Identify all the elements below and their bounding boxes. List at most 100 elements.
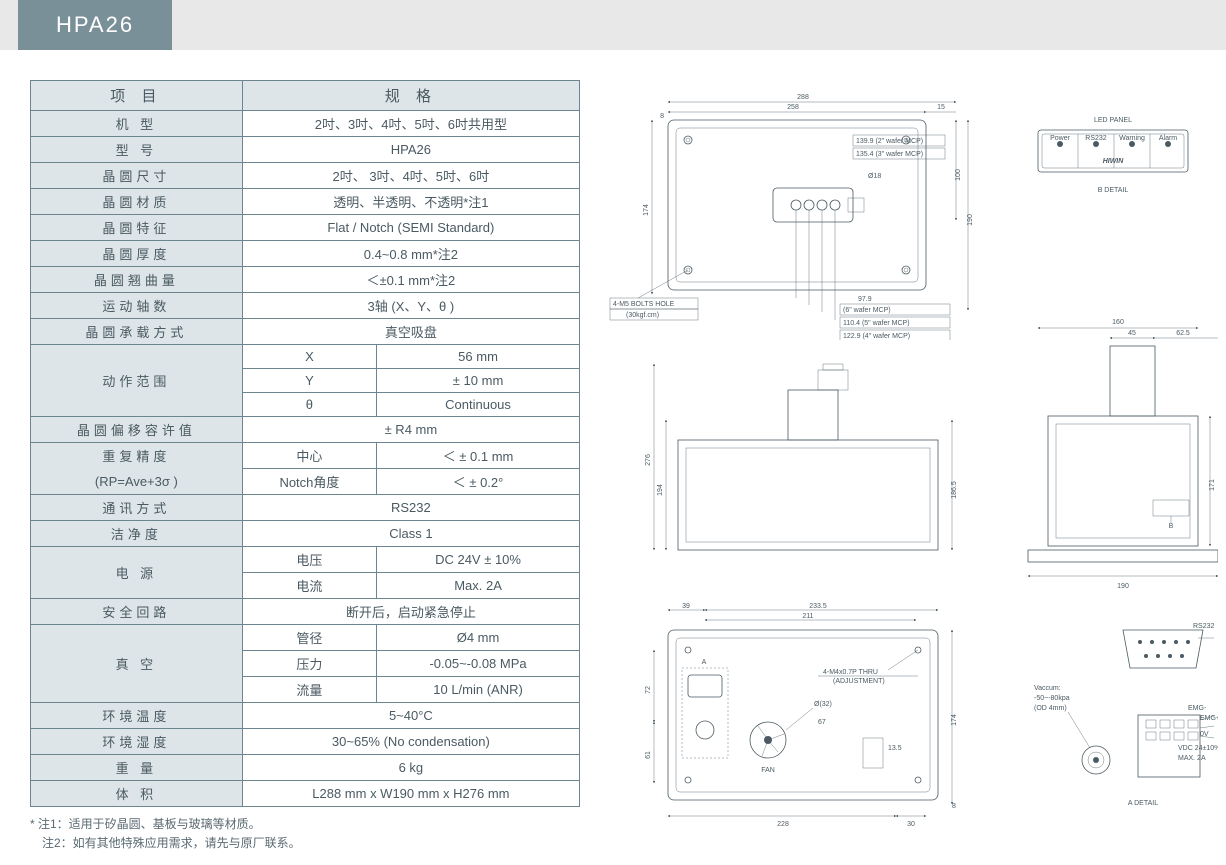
- r-wafer-mat: 晶圆材质: [31, 189, 243, 215]
- mcp4: 122.9 (4" wafer MCP): [843, 333, 910, 340]
- r-axes: 运动轴数: [31, 293, 243, 319]
- mcp6a: 97.9: [858, 296, 872, 303]
- a-title: A DETAIL: [1128, 800, 1158, 807]
- v-model-type: 2吋、3吋、4吋、5吋、6吋共用型: [242, 111, 579, 137]
- repeat-c-v: ＜ ± 0.1 mm: [377, 443, 580, 469]
- a-0v: 0V: [1200, 731, 1209, 738]
- r-power: 电 源: [31, 547, 243, 599]
- power-a-k: 电流: [242, 573, 376, 599]
- r-carry: 晶圆承载方式: [31, 319, 243, 345]
- diagram-bottom-view: 39 233.5 211 A FAN Ø(32): [608, 590, 1008, 830]
- dim-8: 8: [660, 113, 664, 120]
- repeat-n-v: ＜ ± 0.2°: [377, 469, 580, 495]
- a-max: MAX. 2A: [1178, 755, 1206, 762]
- v-vol: L288 mm x W190 mm x H276 mm: [242, 781, 579, 807]
- v-wafer-feat: Flat / Notch (SEMI Standard): [242, 215, 579, 241]
- mcp5: 110.4 (5" wafer MCP): [843, 320, 910, 327]
- r-wafer-warp: 晶圆翘曲量: [31, 267, 243, 293]
- dim-233: 233.5: [809, 603, 827, 610]
- r-repeat1: 重复精度: [31, 443, 243, 469]
- dim-62: 62.5: [1176, 330, 1190, 337]
- dim-194: 194: [657, 484, 664, 496]
- diagram-front-view: 276 194 186.5: [608, 360, 1008, 570]
- repeat-c-k: 中心: [242, 443, 376, 469]
- vac-d-v: Ø4 mm: [377, 625, 580, 651]
- power-a-v: Max. 2A: [377, 573, 580, 599]
- title-bar: HPA26: [0, 0, 1226, 50]
- r-vol: 体 积: [31, 781, 243, 807]
- dim-30: 30: [907, 821, 915, 828]
- mcp3: 135.4 (3" wafer MCP): [856, 151, 923, 158]
- v-model-no: HPA26: [242, 137, 579, 163]
- dim-228: 228: [777, 821, 789, 828]
- led-detail: B DETAIL: [1098, 187, 1129, 194]
- v-carry: 真空吸盘: [242, 319, 579, 345]
- r-model-no: 型 号: [31, 137, 243, 163]
- a-vac1: Vaccum:: [1034, 685, 1061, 692]
- bolts2: (30kgf.cm): [626, 312, 659, 319]
- motion-y-k: Y: [242, 369, 376, 393]
- notes: * 注1：适用于矽晶圆、基板与玻璃等材质。 注2：如有其他特殊应用需求，请先与原…: [30, 815, 580, 853]
- dim-258: 258: [787, 104, 799, 111]
- r-comm: 通讯方式: [31, 495, 243, 521]
- led-title: LED PANEL: [1094, 117, 1132, 124]
- v-temp: 5~40°C: [242, 703, 579, 729]
- dim-39: 39: [682, 603, 690, 610]
- r-weight: 重 量: [31, 755, 243, 781]
- r-humid: 环境湿度: [31, 729, 243, 755]
- v-wafer-warp: ＜±0.1 mm*注2: [242, 267, 579, 293]
- power-v-v: DC 24V ± 10%: [377, 547, 580, 573]
- product-title: HPA26: [18, 0, 172, 50]
- vac-f-v: 10 L/min (ANR): [377, 677, 580, 703]
- motion-x-v: 56 mm: [377, 345, 580, 369]
- spec-table: 项 目 规 格 机 型2吋、3吋、4吋、5吋、6吋共用型 型 号HPA26 晶圆…: [30, 80, 580, 807]
- dim-8r: 8: [952, 803, 956, 810]
- dim-276: 276: [645, 454, 652, 466]
- a-rs232: RS232: [1193, 623, 1215, 630]
- diagrams: 288 258 15 8 174 190 100 Ø18 139.9 (2" w…: [608, 80, 1208, 840]
- mcp6b: (6" wafer MCP): [843, 307, 891, 314]
- a-vac2: -50~-80kpa: [1034, 695, 1070, 702]
- note-2: 注2：如有其他特殊应用需求，请先与原厂联系。: [30, 834, 580, 853]
- vac-d-k: 管径: [242, 625, 376, 651]
- dim-190s: 190: [1117, 583, 1129, 590]
- vac-f-k: 流量: [242, 677, 376, 703]
- r-wafer-thk: 晶圆厚度: [31, 241, 243, 267]
- led-warning: Warning: [1119, 135, 1145, 142]
- v-axes: 3轴 (X、Y、θ ): [242, 293, 579, 319]
- diagram-side-view: 160 45 62.5 B 171 190: [1018, 310, 1218, 600]
- fan-label: FAN: [761, 767, 775, 774]
- v-wafer-size: 2吋、 3吋、4吋、5吋、6吋: [242, 163, 579, 189]
- repeat-n-k: Notch角度: [242, 469, 376, 495]
- r-wafer-feat: 晶圆特征: [31, 215, 243, 241]
- power-v-k: 电压: [242, 547, 376, 573]
- v-offset: ± R4 mm: [242, 417, 579, 443]
- dim-190: 190: [967, 214, 974, 226]
- motion-x-k: X: [242, 345, 376, 369]
- dim-d18: Ø18: [868, 173, 881, 180]
- dim-d32: Ø(32): [814, 701, 832, 708]
- v-humid: 30~65% (No condensation): [242, 729, 579, 755]
- diagram-top-view: 288 258 15 8 174 190 100 Ø18 139.9 (2" w…: [608, 80, 1008, 340]
- dim-67: 67: [818, 719, 826, 726]
- dim-160: 160: [1112, 319, 1124, 326]
- r-repeat2: (RP=Ave+3σ ): [31, 469, 243, 495]
- spec-table-container: 项 目 规 格 机 型2吋、3吋、4吋、5吋、6吋共用型 型 号HPA26 晶圆…: [30, 80, 580, 853]
- a-vdc: VDC 24±10%: [1178, 745, 1218, 752]
- v-wafer-thk: 0.4~0.8 mm*注2: [242, 241, 579, 267]
- dim-72: 72: [645, 686, 652, 694]
- diagram-led-panel: LED PANEL Power RS232 Warning Alarm HIWI…: [1028, 110, 1198, 210]
- adj2: (ADJUSTMENT): [833, 678, 885, 685]
- th-item: 项 目: [31, 81, 243, 111]
- r-offset: 晶圆偏移容许值: [31, 417, 243, 443]
- led-power: Power: [1050, 135, 1071, 142]
- vac-p-k: 压力: [242, 651, 376, 677]
- dim-174: 174: [643, 204, 650, 216]
- v-comm: RS232: [242, 495, 579, 521]
- r-clean: 洁净度: [31, 521, 243, 547]
- mcp2: 139.9 (2" wafer MCP): [856, 138, 923, 145]
- adj1: 4-M4x0.7P THRU: [823, 669, 878, 676]
- dim-13: 13.5: [888, 745, 902, 752]
- led-rs232: RS232: [1085, 135, 1107, 142]
- a-vac3: (OD 4mm): [1034, 705, 1067, 712]
